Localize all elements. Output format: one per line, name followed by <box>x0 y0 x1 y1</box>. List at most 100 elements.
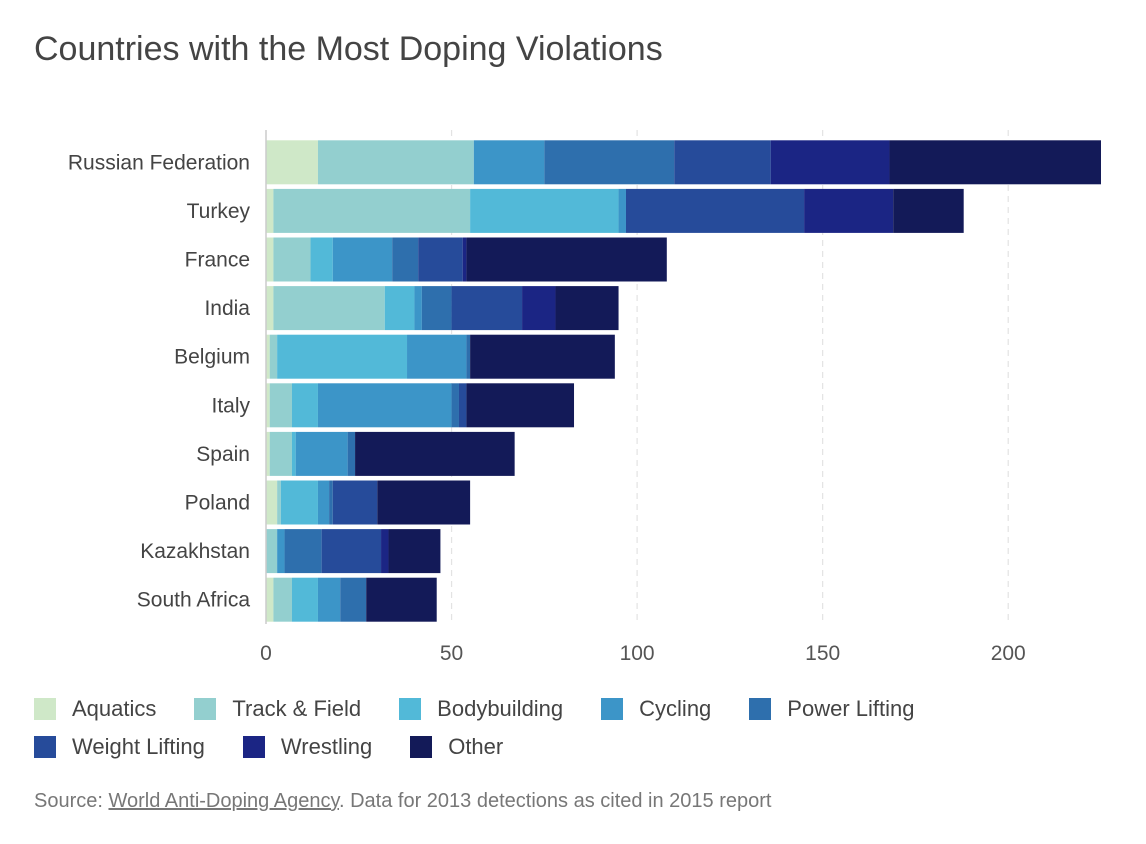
category-label: Turkey <box>187 200 251 223</box>
bar-segment <box>317 383 452 428</box>
category-label: India <box>204 297 250 320</box>
bar-segment <box>470 188 619 233</box>
bar-segment <box>421 286 452 331</box>
category-label: Russian Federation <box>68 151 250 174</box>
bar-segment <box>280 480 318 525</box>
x-tick-label: 200 <box>991 642 1026 665</box>
source-prefix: Source: <box>34 790 109 812</box>
bar-segment <box>266 480 278 525</box>
bar-segment <box>291 577 318 622</box>
bar-segment <box>273 188 471 233</box>
legend-item: Aquatics <box>34 696 156 722</box>
bar-segment <box>332 480 378 525</box>
bar-segment <box>466 237 667 282</box>
bar-segment <box>317 140 474 185</box>
bar-segment <box>340 577 367 622</box>
legend-swatch <box>749 698 772 720</box>
bar-segment <box>889 140 1101 185</box>
bar-segment <box>473 140 545 185</box>
bar-segment <box>266 383 270 428</box>
bar-segment <box>332 237 393 282</box>
legend-swatch <box>242 736 265 758</box>
bar-segment <box>625 188 805 233</box>
legend-swatch <box>601 698 624 720</box>
bar-segment <box>266 529 278 574</box>
legend-swatch <box>34 698 56 720</box>
legend-label: Aquatics <box>72 696 157 721</box>
bar-segment <box>310 237 333 282</box>
bar-segment <box>269 383 292 428</box>
bar-segment <box>522 286 556 331</box>
x-tick-label: 50 <box>440 642 463 665</box>
bar-segment <box>284 529 322 574</box>
bar-segment <box>266 286 274 331</box>
bar-segment <box>893 188 964 233</box>
bar-segment <box>555 286 619 331</box>
legend-swatch <box>194 698 217 720</box>
legend: Aquatics Track & Field Bodybuilding Cycling… <box>34 690 1114 766</box>
bar-segment <box>266 577 274 622</box>
bar-segment <box>418 237 463 282</box>
category-label: Spain <box>196 443 250 466</box>
bar-segment <box>273 286 385 331</box>
bar-segment <box>451 383 459 428</box>
bar-segment <box>273 577 292 622</box>
bar-segment <box>544 140 675 185</box>
legend-item: Wrestling <box>242 734 373 760</box>
bar-segment <box>462 237 467 282</box>
bar-segment <box>317 480 330 525</box>
source-suffix: . Data for 2013 detections as cited in 2… <box>338 790 772 812</box>
bar-segment <box>291 431 296 476</box>
bar-segment <box>804 188 894 233</box>
legend-label: Cycling <box>639 696 712 721</box>
legend-label: Power Lifting <box>787 696 915 721</box>
legend-item: Cycling <box>601 696 711 722</box>
bar-segment <box>266 237 274 282</box>
legend-swatch <box>410 736 433 758</box>
legend-swatch <box>34 736 56 758</box>
bar-segment <box>407 334 467 379</box>
source-link[interactable]: World Anti-Doping Agency <box>108 790 339 812</box>
bar-segment <box>392 237 419 282</box>
chart-title: Countries with the Most Doping Violation… <box>34 30 663 68</box>
bar-segment <box>277 480 281 525</box>
legend-item: Other <box>410 734 503 760</box>
bar-segment <box>295 431 348 476</box>
bar-segment <box>317 577 341 622</box>
category-label: Kazakhstan <box>140 540 250 563</box>
bar-segment <box>674 140 771 185</box>
bar-segment <box>451 286 523 331</box>
source-note: Source: World Anti-Doping Agency. Data f… <box>34 790 771 813</box>
legend-row: Aquatics Track & Field Bodybuilding Cycling… <box>34 690 1114 728</box>
bar-segment <box>329 480 333 525</box>
stacked-bar-chart: Russian Federation Turkey France India Belgi… <box>68 130 1101 665</box>
legend-item: Bodybuilding <box>399 696 563 722</box>
x-tick-label: 100 <box>620 642 655 665</box>
category-label: France <box>185 249 250 272</box>
bar-segment <box>466 383 575 428</box>
legend-swatch <box>399 698 422 720</box>
bar-segment <box>366 577 437 622</box>
legend-label: Track & Field <box>232 696 362 721</box>
bar-segment <box>269 334 278 379</box>
category-label: Poland <box>185 492 250 515</box>
bar-segment <box>269 431 292 476</box>
legend-label: Wrestling <box>280 734 373 759</box>
bar-segment <box>266 334 270 379</box>
bar-segment <box>355 431 515 476</box>
legend-label: Weight Lifting <box>72 734 205 759</box>
bar-segment <box>277 334 408 379</box>
category-label: Belgium <box>174 346 250 369</box>
legend-item: Track & Field <box>194 696 361 722</box>
bar-segment <box>414 286 422 331</box>
bar-segment <box>466 334 471 379</box>
category-label: Italy <box>211 394 250 417</box>
category-label: South Africa <box>137 589 251 612</box>
bar-segment <box>384 286 415 331</box>
bar-segment <box>321 529 382 574</box>
legend-label: Bodybuilding <box>437 696 564 721</box>
bar-segment <box>618 188 626 233</box>
legend-label: Other <box>448 734 504 759</box>
x-tick-label: 150 <box>805 642 840 665</box>
bar-segment <box>266 431 270 476</box>
